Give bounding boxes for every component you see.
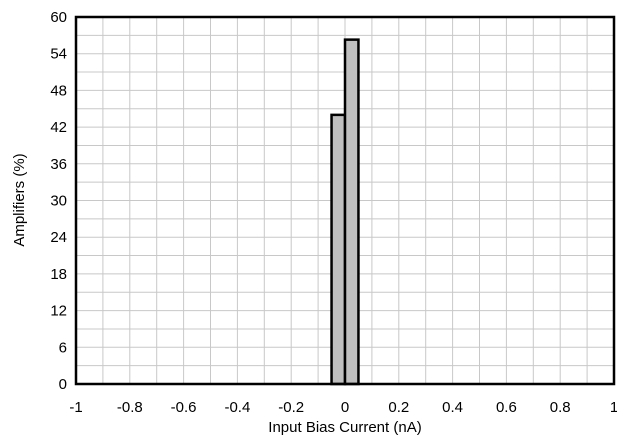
x-tick-label: -0.6 — [171, 399, 197, 416]
y-tick-label: 6 — [59, 339, 67, 356]
y-tick-label: 60 — [50, 9, 67, 26]
y-tick-label: 48 — [50, 82, 67, 99]
y-tick-label: 12 — [50, 303, 67, 320]
x-axis-label: Input Bias Current (nA) — [268, 419, 421, 436]
x-tick-label: 1 — [610, 399, 617, 416]
histogram-bar — [343, 38, 360, 386]
x-tick-label: -0.2 — [278, 399, 304, 416]
y-tick-label: 0 — [59, 376, 67, 393]
y-tick-label: 30 — [50, 193, 67, 210]
x-tick-label: -1 — [69, 399, 82, 416]
x-tick-label: 0.6 — [496, 399, 517, 416]
x-tick-label: -0.4 — [224, 399, 250, 416]
plot-frame — [74, 15, 616, 386]
y-tick-label: 18 — [50, 266, 67, 283]
x-tick-label: 0.8 — [550, 399, 571, 416]
y-tick-label: 42 — [50, 119, 67, 136]
y-axis-label: Amplifiers (%) — [11, 153, 28, 246]
x-tick-label: 0.2 — [388, 399, 409, 416]
plot-border — [74, 15, 616, 386]
histogram-bar — [330, 113, 347, 386]
y-tick-label: 54 — [50, 46, 67, 63]
y-tick-labels: 0 6 12 18 24 30 36 42 48 54 60 — [50, 9, 67, 393]
histogram-bars — [330, 38, 360, 386]
x-tick-label: 0.4 — [442, 399, 463, 416]
x-tick-label: -0.8 — [117, 399, 143, 416]
y-tick-label: 36 — [50, 156, 67, 173]
x-tick-labels: -1 -0.8 -0.6 -0.4 -0.2 0 0.2 0.4 0.6 0.8 1 — [69, 399, 617, 416]
x-tick-label: 0 — [341, 399, 349, 416]
y-tick-label: 24 — [50, 229, 67, 246]
